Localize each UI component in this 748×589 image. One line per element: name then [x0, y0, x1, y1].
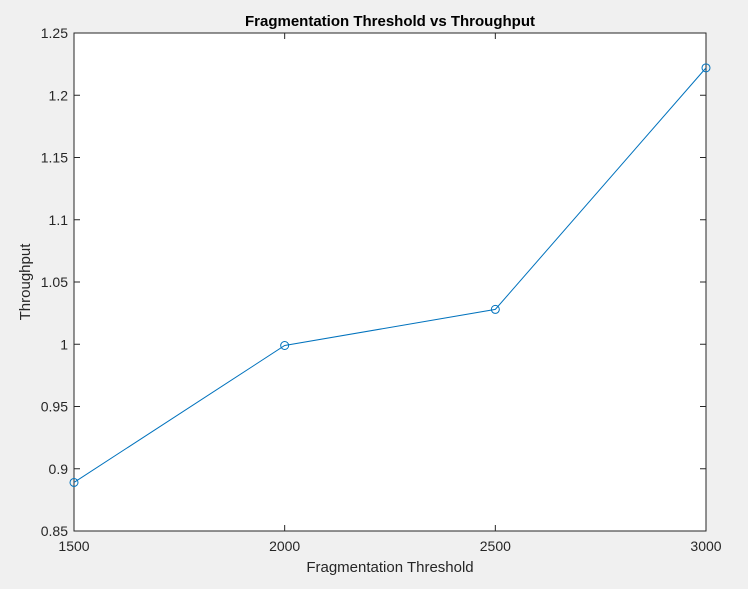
x-axis-label: Fragmentation Threshold: [306, 559, 473, 576]
x-tick-label: 1500: [58, 538, 89, 554]
y-axis-label: Throughput: [17, 243, 34, 321]
y-axis-ticks: 0.85 0.9 0.95 1 1.05 1.1 1.15 1.2 1.25: [41, 25, 706, 539]
y-tick-label: 1.05: [41, 274, 68, 290]
x-tick-label: 2000: [269, 538, 300, 554]
series-layer: [69, 63, 711, 487]
data-point-marker: [490, 304, 500, 314]
x-axis-ticks: 1500 2000 2500 3000: [58, 33, 722, 554]
y-tick-label: 1.15: [41, 150, 68, 166]
y-tick-label: 0.95: [41, 399, 68, 415]
y-tick-label: 0.9: [49, 461, 69, 477]
data-point-marker: [701, 63, 711, 73]
y-tick-label: 0.85: [41, 523, 68, 539]
series-line: [73, 67, 707, 483]
plot-area: [73, 32, 707, 532]
x-tick-label: 3000: [690, 538, 721, 554]
y-tick-label: 1.1: [49, 212, 69, 228]
chart-title: Fragmentation Threshold vs Throughput: [245, 13, 535, 30]
y-tick-label: 1.25: [41, 25, 68, 41]
y-tick-label: 1: [60, 336, 68, 352]
data-point-marker: [280, 340, 290, 350]
x-tick-label: 2500: [480, 538, 511, 554]
y-tick-label: 1.2: [49, 87, 69, 103]
data-point-marker: [69, 477, 79, 487]
